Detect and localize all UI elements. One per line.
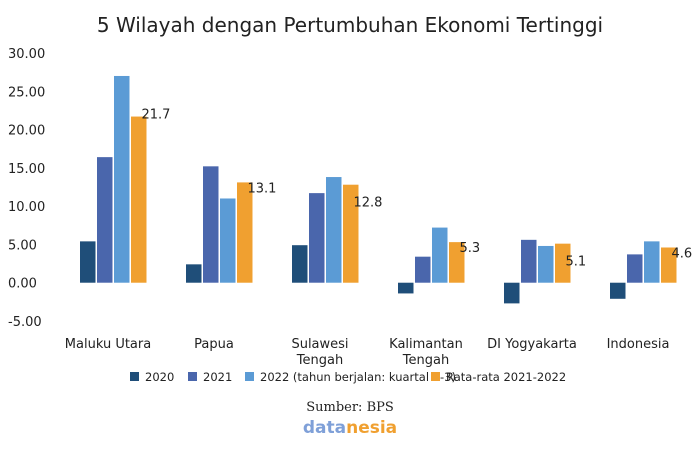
bars: [80, 75, 677, 304]
bar: [432, 227, 448, 283]
y-tick-label: 25.00: [8, 85, 45, 100]
bar: [292, 245, 308, 283]
y-tick-label: 30.00: [8, 47, 45, 62]
bar: [398, 282, 414, 294]
y-tick-label: 5.00: [8, 238, 37, 253]
category-labels: Maluku Utara Papua SulawesiTengahKalimanta…: [65, 337, 670, 368]
category-label: DI Yogyakarta: [487, 337, 577, 352]
category-label: Sulawesi: [291, 337, 348, 352]
bar: [449, 242, 465, 283]
legend-swatch: [130, 372, 139, 381]
bar: [114, 75, 130, 283]
data-label: 4.6: [672, 246, 693, 261]
legend-label: Rata-rata 2021-2022: [446, 370, 566, 384]
bar: [538, 245, 554, 283]
legend-swatch: [245, 372, 254, 381]
bar: [186, 264, 202, 283]
data-label: 5.3: [460, 241, 481, 256]
legend-swatch: [188, 372, 197, 381]
y-tick-label: 20.00: [8, 124, 45, 139]
legend-label: 2021: [203, 370, 232, 384]
bar: [309, 193, 325, 283]
bar: [610, 282, 626, 299]
bar: [220, 198, 236, 283]
bar: [97, 157, 113, 283]
data-label: 21.7: [142, 108, 171, 123]
data-labels: 21.7 13.1 12.8 5.3 5.1 4.6: [142, 108, 693, 270]
bar: [661, 247, 677, 283]
y-tick-label: -5.00: [8, 315, 42, 330]
data-label: 5.1: [566, 255, 587, 270]
category-label: Kalimantan: [389, 337, 463, 352]
bar: [343, 184, 359, 283]
category-label: Indonesia: [607, 337, 670, 352]
category-label: Tengah: [296, 353, 343, 368]
chart-title: 5 Wilayah dengan Pertumbuhan Ekonomi Ter…: [97, 13, 603, 37]
bar: [237, 182, 253, 283]
legend-label: 2022 (tahun berjalan: kuartal 1-3): [260, 370, 456, 384]
chart: 5 Wilayah dengan Pertumbuhan Ekonomi Ter…: [8, 13, 693, 384]
legend-swatch: [431, 372, 440, 381]
brand-logo: datanesia: [0, 418, 700, 438]
bar: [555, 243, 571, 283]
category-label: Maluku Utara: [65, 337, 151, 352]
legend-label: 2020: [145, 370, 174, 384]
y-tick-label: 10.00: [8, 200, 45, 215]
y-tick-label: 0.00: [8, 277, 37, 292]
legend: 2020 2021 2022 (tahun berjalan: kuartal 1-…: [130, 370, 566, 384]
bar: [644, 241, 660, 283]
bar: [326, 177, 342, 283]
bar: [504, 282, 520, 304]
bar: [415, 256, 431, 283]
data-label: 12.8: [354, 196, 383, 211]
category-label: Tengah: [402, 353, 449, 368]
source-note: Sumber: BPS: [306, 400, 394, 415]
bar: [521, 239, 537, 283]
bar: [203, 166, 219, 283]
category-label: Papua: [194, 337, 234, 352]
y-axis: 30.00 25.00 20.00 15.00 10.00 5.00 0.00 -5.00: [8, 47, 45, 330]
y-tick-label: 15.00: [8, 162, 45, 177]
bar: [627, 254, 643, 283]
bar: [80, 241, 96, 283]
brand-logo-part1: data: [302, 418, 347, 438]
bar: [131, 116, 147, 283]
brand-logo-part2: nesia: [346, 418, 398, 438]
data-label: 13.1: [248, 181, 277, 196]
